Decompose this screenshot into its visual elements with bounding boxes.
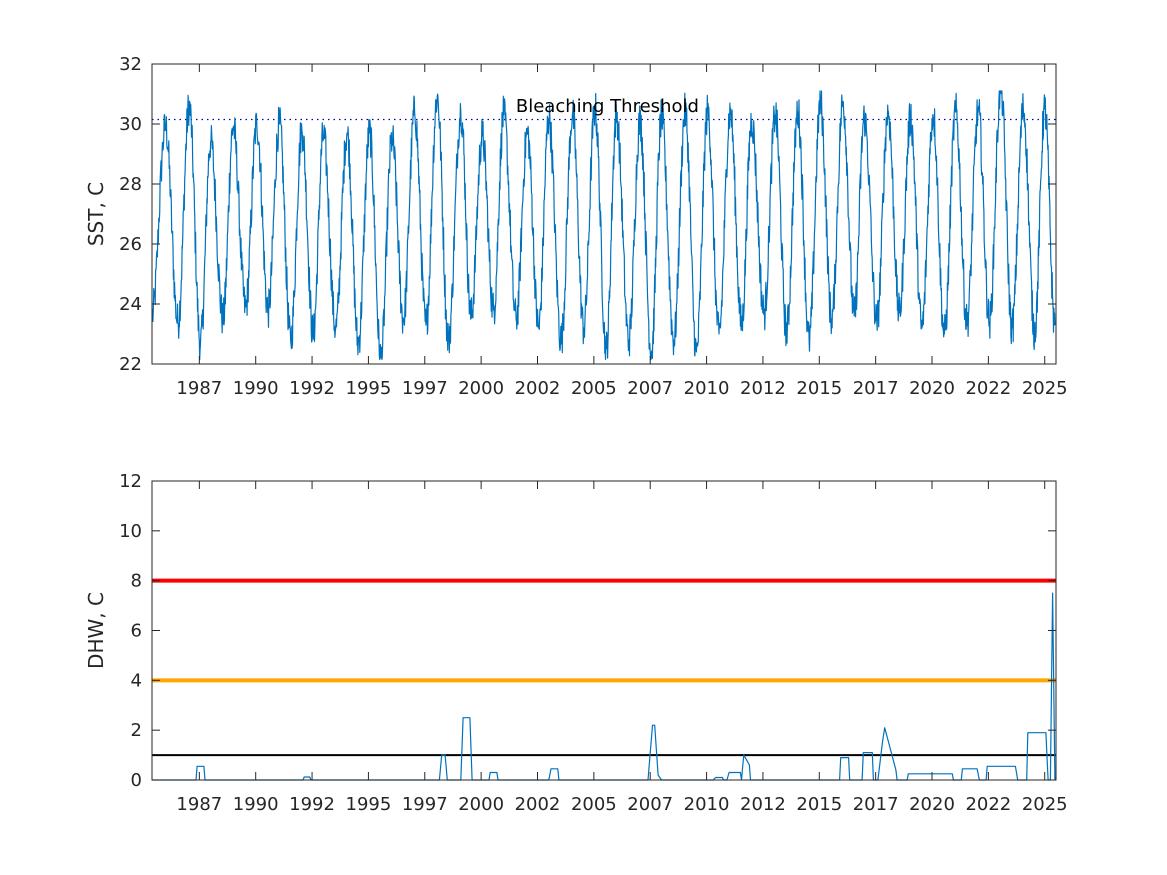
x-tick-label: 1990 bbox=[233, 794, 279, 815]
x-tick-label: 1995 bbox=[346, 378, 392, 399]
y-tick-label: 22 bbox=[119, 354, 142, 375]
sst-axes-box bbox=[151, 63, 1057, 365]
x-tick-label: 2015 bbox=[796, 794, 842, 815]
sst-x-ticks: 1987 1990 1992 1995 1997 2000 2002 2005 2007 2010… bbox=[176, 64, 1068, 399]
x-tick-label: 2010 bbox=[684, 378, 730, 399]
x-tick-label: 1987 bbox=[176, 378, 222, 399]
sst-series bbox=[151, 90, 1056, 361]
sst-y-axis-label: SST, C bbox=[84, 182, 108, 246]
x-tick-label: 2017 bbox=[853, 378, 899, 399]
x-tick-label: 2007 bbox=[627, 378, 673, 399]
sst-axes-frame bbox=[151, 63, 1057, 365]
x-tick-label: 1992 bbox=[289, 794, 335, 815]
x-tick-label: 1997 bbox=[402, 794, 448, 815]
y-tick-label: 2 bbox=[131, 720, 142, 741]
bleaching-threshold-label: Bleaching Threshold bbox=[516, 96, 699, 117]
dhw-y-axis-label: DHW, C bbox=[84, 592, 108, 669]
y-tick-label: 6 bbox=[131, 621, 142, 642]
x-tick-label: 2020 bbox=[909, 378, 955, 399]
x-tick-label: 1995 bbox=[346, 794, 392, 815]
x-tick-label: 1990 bbox=[233, 378, 279, 399]
x-tick-label: 2017 bbox=[853, 794, 899, 815]
x-tick-label: 2022 bbox=[965, 378, 1011, 399]
dhw-reference-lines bbox=[152, 578, 1056, 757]
dhw-x-ticks: 1987 1990 1992 1995 1997 2000 2002 2005 2007 2010… bbox=[176, 481, 1068, 815]
x-tick-label: 2005 bbox=[571, 378, 617, 399]
x-tick-label: 2007 bbox=[627, 794, 673, 815]
y-tick-label: 30 bbox=[119, 114, 142, 135]
x-tick-label: 2002 bbox=[515, 794, 561, 815]
sst-panel: 22 24 26 28 30 32 1987 1990 1992 1995 1997 2000 200… bbox=[84, 54, 1068, 399]
dhw-panel: 0 2 4 6 8 10 12 1987 1990 1992 1995 1997 2000 2002 20… bbox=[84, 471, 1068, 815]
x-tick-label: 2010 bbox=[684, 794, 730, 815]
y-tick-label: 4 bbox=[131, 670, 142, 691]
sst-series-line-0 bbox=[151, 90, 1056, 361]
y-tick-label: 12 bbox=[119, 471, 142, 492]
y-tick-label: 32 bbox=[119, 54, 142, 75]
y-tick-label: 24 bbox=[119, 294, 142, 315]
x-tick-label: 2025 bbox=[1022, 794, 1068, 815]
x-tick-label: 2002 bbox=[515, 378, 561, 399]
x-tick-label: 2020 bbox=[909, 794, 955, 815]
y-tick-label: 28 bbox=[119, 174, 142, 195]
x-tick-label: 2025 bbox=[1022, 378, 1068, 399]
y-tick-label: 0 bbox=[131, 770, 142, 791]
dhw-plot-area bbox=[152, 481, 1056, 780]
x-tick-label: 2000 bbox=[458, 794, 504, 815]
x-tick-label: 2022 bbox=[965, 794, 1011, 815]
y-tick-label: 26 bbox=[119, 234, 142, 255]
dhw-y-ticks: 0 2 4 6 8 10 12 bbox=[119, 471, 1056, 791]
y-tick-label: 10 bbox=[119, 521, 142, 542]
sst-y-ticks: 22 24 26 28 30 32 bbox=[119, 54, 1056, 375]
x-tick-label: 2000 bbox=[458, 378, 504, 399]
x-tick-label: 1992 bbox=[289, 378, 335, 399]
x-tick-label: 1987 bbox=[176, 794, 222, 815]
x-tick-label: 2012 bbox=[740, 794, 786, 815]
x-tick-label: 1997 bbox=[402, 378, 448, 399]
x-tick-label: 2012 bbox=[740, 378, 786, 399]
x-tick-label: 2015 bbox=[796, 378, 842, 399]
y-tick-label: 8 bbox=[131, 571, 142, 592]
x-tick-label: 2005 bbox=[571, 794, 617, 815]
